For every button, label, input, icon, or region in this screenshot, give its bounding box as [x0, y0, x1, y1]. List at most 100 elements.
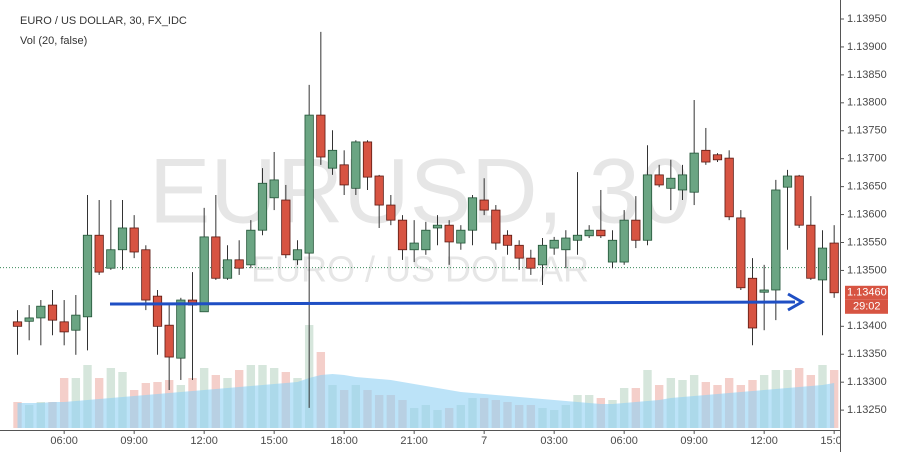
- candle-body: [502, 234, 513, 246]
- candle-body: [117, 227, 128, 251]
- candle-body: [701, 149, 711, 163]
- candle-body: [759, 289, 769, 293]
- y-tick-label: 1.13300: [847, 376, 887, 388]
- candle-body: [712, 154, 723, 161]
- candle-body: [549, 239, 559, 249]
- candle-body: [211, 236, 221, 279]
- candle-body: [491, 209, 501, 244]
- candle-body: [59, 321, 69, 333]
- y-tick-label: 1.13550: [847, 236, 887, 248]
- y-tick-label: 1.13950: [847, 13, 887, 25]
- price-axis-panel: [841, 0, 900, 452]
- candle-body: [386, 204, 396, 221]
- candle-body: [94, 234, 104, 273]
- candle-body: [514, 244, 524, 259]
- plot: [0, 31, 840, 428]
- candle-body: [771, 189, 781, 291]
- candle-body: [12, 321, 23, 327]
- candle-body: [829, 242, 839, 294]
- watermark: EURUSD, 30: [149, 140, 691, 242]
- x-tick-label: 18:00: [330, 435, 358, 447]
- y-tick-label: 1.13850: [847, 69, 887, 81]
- candle-body: [327, 149, 338, 169]
- last-price-label: 1.13460: [847, 287, 887, 299]
- annotation-arrow: [109, 300, 796, 306]
- candle-body: [689, 152, 699, 193]
- x-tick-label: 09:00: [680, 435, 708, 447]
- candle-body: [666, 177, 676, 189]
- candle-body: [409, 242, 419, 251]
- candle-body: [782, 175, 793, 188]
- candle-body: [724, 157, 734, 218]
- candle-body: [71, 314, 81, 331]
- chart-title: EURO / US DOLLAR, 30, FX_IDC: [20, 15, 187, 27]
- x-tick-label: 12:00: [190, 435, 218, 447]
- candle-body: [619, 219, 629, 263]
- y-tick-label: 1.13250: [847, 404, 887, 416]
- candle-body: [677, 174, 688, 191]
- candle-body: [269, 179, 279, 199]
- candle-body: [432, 224, 443, 229]
- candle-body: [456, 229, 466, 244]
- y-tick-label: 1.13400: [847, 320, 887, 332]
- y-tick-label: 1.13350: [847, 348, 887, 360]
- candle-body: [129, 227, 139, 253]
- watermark-sub: EURO / US DOLLAR: [251, 249, 589, 290]
- candle-body: [82, 234, 93, 318]
- x-tick-label: 06:00: [610, 435, 638, 447]
- candle-body: [164, 324, 174, 358]
- candle-body: [794, 175, 804, 226]
- candle-body: [444, 224, 454, 243]
- y-tick-label: 1.13800: [847, 97, 887, 109]
- annotation-arrowhead: [787, 292, 806, 312]
- y-tick-label: 1.13700: [847, 153, 887, 165]
- candle-body: [141, 249, 151, 301]
- candle-body: [561, 237, 571, 251]
- candle-body: [596, 229, 606, 237]
- candle-body: [467, 197, 478, 231]
- candle-body: [316, 114, 326, 158]
- candle-body: [362, 141, 373, 178]
- y-tick-label: 1.13650: [847, 181, 887, 193]
- volume-bar: [106, 368, 116, 428]
- countdown-box: [845, 299, 888, 314]
- candle-body: [526, 257, 536, 269]
- indicator-label: Vol (20, false): [20, 35, 87, 47]
- y-tick-label: 1.13900: [847, 41, 887, 53]
- x-tick-label: 03:00: [540, 435, 568, 447]
- candle-body: [199, 236, 209, 313]
- y-tick-label: 1.13500: [847, 264, 887, 276]
- x-tick-label: 15:00: [260, 435, 288, 447]
- candle-body: [47, 304, 58, 321]
- volume-bar: [83, 365, 92, 428]
- y-tick-label: 1.13600: [847, 208, 887, 220]
- x-tick-label: 21:00: [400, 435, 428, 447]
- candle-body: [654, 174, 664, 186]
- candle-body: [572, 234, 583, 241]
- candle-body: [584, 229, 594, 237]
- candle-body: [24, 317, 34, 322]
- candle-body: [736, 217, 746, 289]
- candle-body: [479, 199, 489, 211]
- candle-body: [421, 229, 431, 251]
- x-tick-label: 06:00: [50, 435, 78, 447]
- candle-body: [631, 219, 641, 241]
- candle-body: [397, 219, 408, 251]
- candle-body: [281, 199, 291, 256]
- candle-body: [246, 229, 256, 266]
- x-tick-label: 09:00: [120, 435, 148, 447]
- x-tick-label: 12:00: [750, 435, 778, 447]
- candle-body: [374, 175, 384, 206]
- x-tick-label: 7: [481, 435, 487, 447]
- candle-body: [642, 174, 653, 241]
- candle-body: [257, 182, 268, 231]
- last-price-box: [845, 285, 888, 300]
- candle-body: [222, 259, 233, 279]
- candle-body: [292, 249, 303, 261]
- candle-body: [176, 299, 186, 359]
- candle-body: [234, 259, 244, 269]
- candle-body: [607, 239, 618, 263]
- volume-bar: [643, 370, 652, 428]
- candle-body: [304, 114, 314, 254]
- candle-body: [806, 224, 816, 279]
